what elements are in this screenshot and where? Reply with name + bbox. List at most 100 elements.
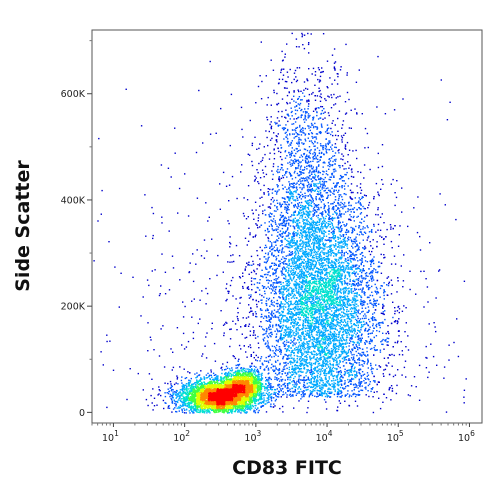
data-point <box>298 380 300 382</box>
data-point <box>382 373 384 375</box>
data-point <box>358 368 360 371</box>
data-point <box>314 176 316 178</box>
data-point <box>295 105 298 107</box>
data-point <box>358 276 361 278</box>
data-point <box>252 298 254 301</box>
data-point <box>364 208 366 210</box>
data-point <box>361 290 363 292</box>
data-point <box>282 235 284 238</box>
data-point <box>347 390 349 392</box>
data-point <box>253 283 256 286</box>
data-point <box>374 345 376 347</box>
data-point <box>354 272 357 274</box>
data-point <box>362 278 364 280</box>
data-point <box>351 198 354 200</box>
data-point <box>356 342 359 344</box>
data-point <box>333 231 335 233</box>
data-point <box>337 246 339 248</box>
data-point <box>401 354 404 356</box>
data-point <box>288 336 290 338</box>
data-point <box>266 279 268 282</box>
data-point <box>360 377 362 379</box>
data-point <box>371 258 374 260</box>
data-point <box>264 266 267 268</box>
data-point <box>289 134 291 136</box>
data-point <box>377 303 380 305</box>
data-point <box>270 285 272 287</box>
data-point <box>340 230 342 232</box>
data-point <box>315 168 317 171</box>
data-point <box>150 394 152 397</box>
data-point <box>359 301 362 303</box>
data-point <box>314 145 316 147</box>
data-point <box>280 339 282 341</box>
data-point <box>294 106 296 108</box>
data-point <box>433 322 435 324</box>
data-point <box>257 85 260 88</box>
data-point <box>284 365 286 367</box>
data-point <box>277 311 279 313</box>
data-point <box>324 205 326 207</box>
data-point <box>312 201 314 203</box>
data-point <box>320 212 323 215</box>
data-point <box>292 123 295 125</box>
data-point <box>329 226 332 228</box>
data-point <box>294 389 296 391</box>
data-point <box>362 325 364 328</box>
data-point <box>363 302 365 304</box>
data-point <box>308 165 311 168</box>
data-point <box>252 326 254 328</box>
data-point <box>336 184 338 186</box>
data-point <box>120 272 122 274</box>
data-point <box>172 366 175 369</box>
data-point <box>285 217 287 219</box>
data-point <box>181 382 183 384</box>
data-point <box>239 297 241 299</box>
data-point <box>353 211 355 213</box>
data-point <box>349 379 351 381</box>
data-point <box>280 318 283 320</box>
data-point <box>316 142 319 144</box>
data-point <box>343 202 346 204</box>
data-point <box>325 239 328 242</box>
data-point <box>327 174 329 176</box>
data-point <box>356 309 358 312</box>
data-point <box>350 216 352 218</box>
data-point <box>226 322 228 324</box>
data-point <box>250 277 253 279</box>
data-point <box>353 229 356 231</box>
data-point <box>359 359 361 361</box>
data-point <box>273 345 276 348</box>
data-point <box>289 183 291 185</box>
data-point <box>345 251 347 253</box>
data-point <box>317 67 320 69</box>
data-point <box>373 196 375 198</box>
data-point <box>347 210 349 213</box>
data-point <box>330 372 333 374</box>
data-point <box>289 102 291 104</box>
data-point <box>286 43 288 45</box>
data-point <box>370 260 373 263</box>
data-point <box>344 244 346 246</box>
data-point <box>369 338 372 340</box>
data-point <box>152 388 154 390</box>
data-point <box>268 315 270 317</box>
data-point <box>357 335 359 338</box>
data-point <box>372 277 374 279</box>
data-point <box>279 265 281 267</box>
data-point <box>280 349 282 352</box>
data-point <box>319 181 321 183</box>
data-point <box>283 197 286 199</box>
data-point <box>137 372 139 375</box>
data-point <box>309 150 311 152</box>
data-point <box>293 191 295 193</box>
data-point <box>371 371 373 373</box>
data-point <box>210 369 212 371</box>
data-point <box>333 175 335 177</box>
data-point <box>354 289 356 291</box>
data-point <box>372 313 374 315</box>
data-point <box>263 176 265 178</box>
data-point <box>287 281 290 283</box>
data-point <box>247 264 249 266</box>
data-point <box>388 388 390 391</box>
